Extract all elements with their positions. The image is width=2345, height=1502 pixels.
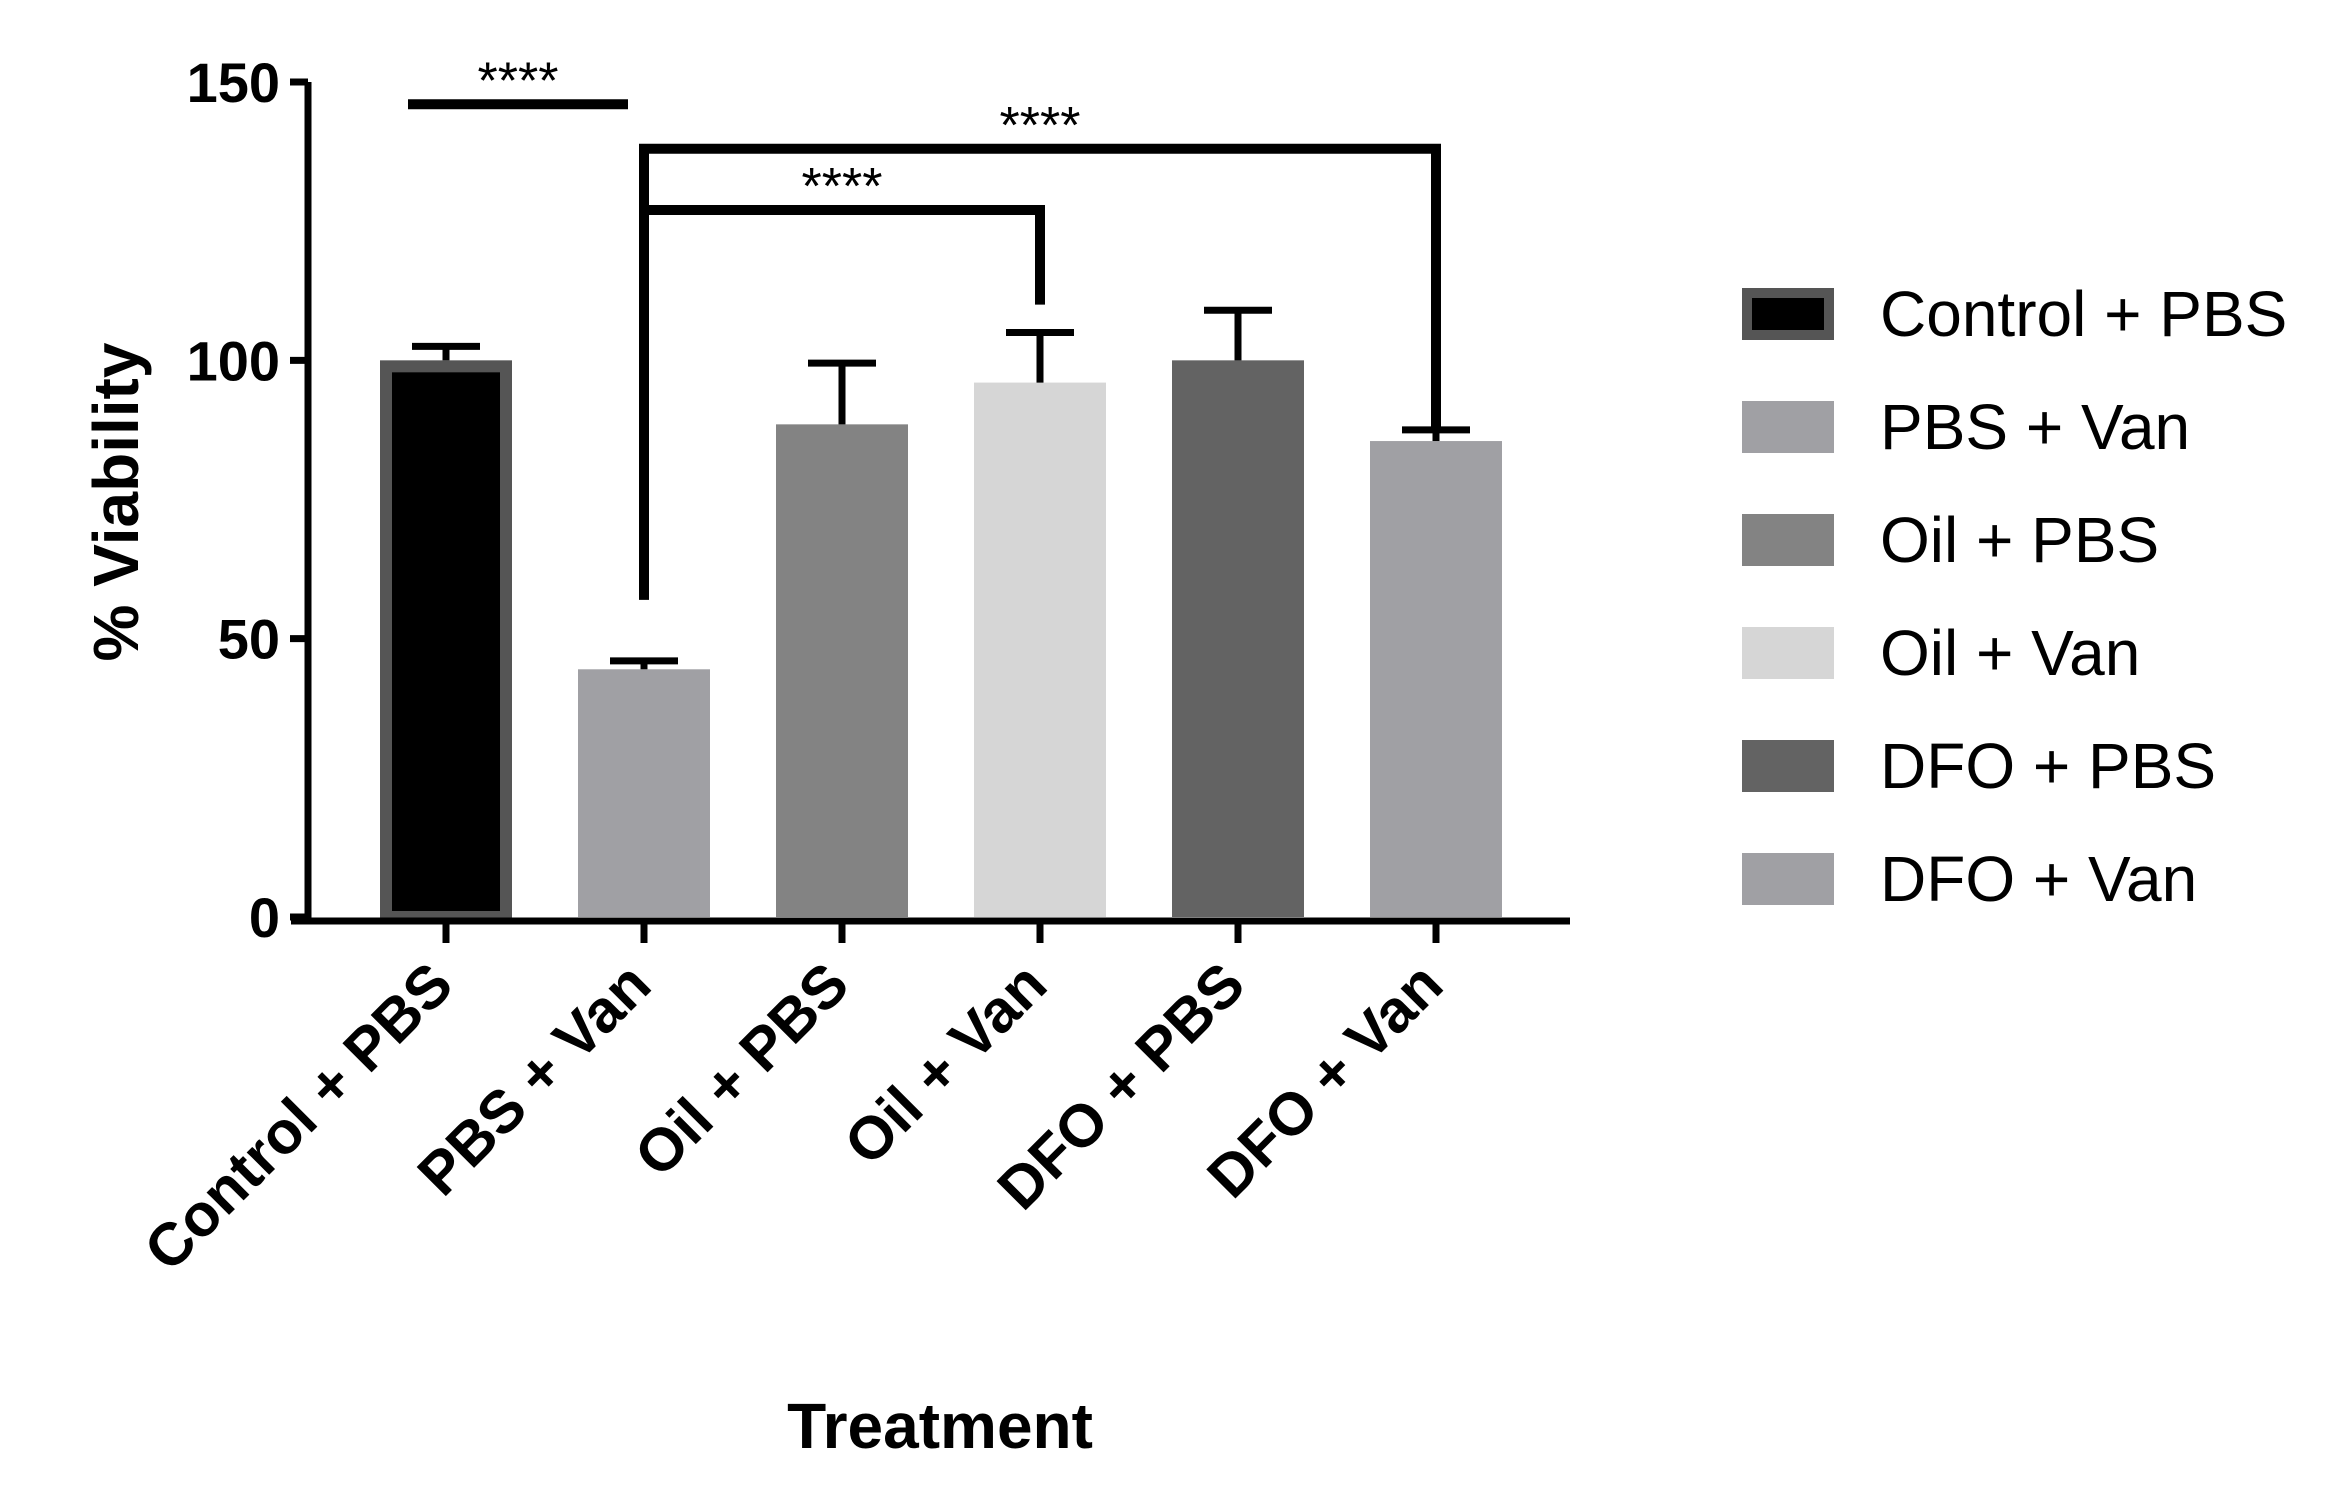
significance-bracket [639, 205, 1045, 600]
legend-swatch [1742, 401, 1834, 453]
legend-label: PBS + Van [1880, 391, 2190, 463]
bar [974, 382, 1106, 918]
bar [1172, 360, 1304, 917]
legend-label: Oil + PBS [1880, 504, 2159, 576]
legend-label: DFO + Van [1880, 843, 2197, 915]
significance-label: **** [1000, 97, 1081, 155]
x-axis-title: Treatment [787, 1390, 1093, 1462]
x-tick-label: Control + PBS [131, 950, 465, 1284]
significance-label: **** [478, 52, 559, 110]
legend-swatch [1742, 514, 1834, 566]
legend-swatch [1742, 627, 1834, 679]
legend-label: DFO + PBS [1880, 730, 2216, 802]
bar [578, 669, 710, 917]
bar [1370, 441, 1502, 917]
bar [380, 360, 512, 924]
legend-swatch [1742, 740, 1834, 792]
legend-label: Control + PBS [1880, 278, 2287, 350]
bar [776, 424, 908, 917]
significance-label: **** [802, 158, 883, 216]
legend: Control + PBS PBS + Van Oil + PBS Oil + Van… [1742, 278, 2287, 915]
legend-swatch [1742, 853, 1834, 905]
y-axis-title: % Viability [80, 342, 152, 661]
x-tick-label: Oil + PBS [622, 950, 862, 1190]
y-tick-label: 150 [187, 51, 280, 114]
legend-label: Oil + Van [1880, 617, 2140, 689]
y-tick-label: 100 [187, 329, 280, 392]
y-tick-label: 0 [249, 886, 280, 949]
legend-swatch [1742, 288, 1834, 340]
y-tick-label: 50 [218, 608, 280, 671]
